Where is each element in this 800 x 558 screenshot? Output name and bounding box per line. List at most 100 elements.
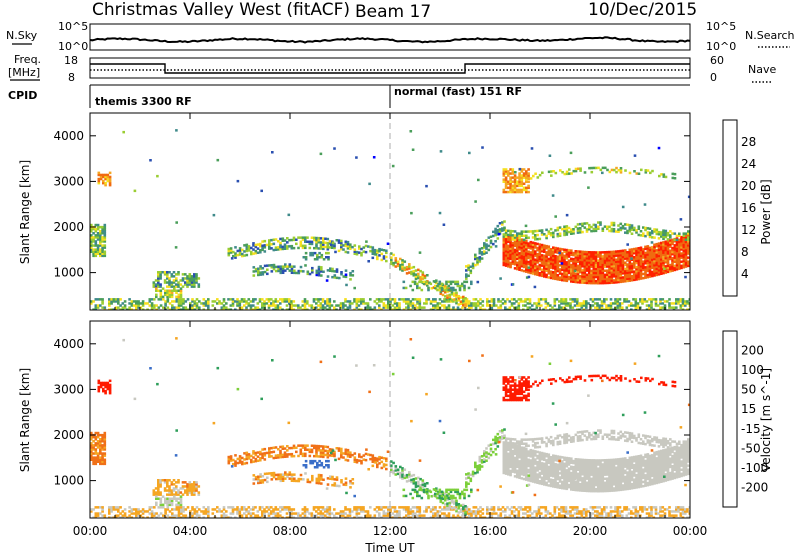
power-cell	[649, 232, 652, 235]
power-cell	[507, 170, 510, 173]
power-cell	[434, 298, 437, 301]
power-cell	[557, 233, 560, 236]
power-cell	[554, 247, 557, 250]
power-cell	[318, 266, 321, 269]
power-cell	[549, 155, 552, 158]
velocity-cell	[95, 512, 98, 515]
power-cell	[581, 251, 584, 254]
velocity-cell	[195, 481, 198, 484]
power-cell	[169, 302, 172, 305]
power-cell	[169, 290, 172, 293]
power-cell	[477, 179, 480, 182]
power-cell	[534, 242, 537, 245]
velocity-cell	[596, 510, 599, 513]
velocity-cell	[302, 444, 305, 447]
velocity-cell	[177, 489, 180, 492]
velocity-cell	[95, 448, 98, 451]
power-cell	[682, 298, 685, 301]
power-cell	[313, 298, 316, 301]
velocity-cell	[243, 462, 246, 465]
velocity-cell	[293, 473, 296, 476]
power-cell	[457, 306, 460, 309]
velocity-cell	[358, 453, 361, 456]
power-cell	[476, 257, 479, 260]
power-cell	[490, 246, 493, 249]
power-cell	[257, 243, 260, 246]
power-cell	[322, 271, 325, 274]
power-cell	[293, 247, 296, 250]
power-cell	[307, 271, 310, 274]
power-cell	[577, 223, 580, 226]
power-cell	[340, 271, 343, 274]
power-cell	[626, 263, 629, 266]
velocity-cell	[340, 510, 343, 513]
velocity-cell	[443, 506, 446, 509]
velocity-cell	[365, 459, 368, 462]
power-cell	[595, 251, 598, 254]
power-cell	[684, 276, 687, 279]
power-cell	[149, 298, 152, 301]
power-cell	[280, 265, 283, 268]
velocity-cell	[540, 512, 543, 515]
power-cell	[521, 269, 524, 272]
power-cell	[205, 300, 208, 303]
power-cell	[340, 302, 343, 305]
power-cell	[613, 222, 616, 225]
velocity-cell	[124, 508, 127, 511]
power-cell	[572, 258, 575, 261]
power-cell	[315, 237, 318, 240]
power-cell	[317, 298, 320, 301]
velocity-cell	[168, 479, 171, 482]
velocity-cell	[291, 473, 294, 476]
velocity-cell	[385, 506, 388, 509]
velocity-cell	[167, 506, 170, 509]
power-cell	[583, 300, 586, 303]
power-cell	[521, 230, 524, 233]
power-cell	[304, 298, 307, 301]
velocity-cell	[297, 444, 300, 447]
velocity-cell	[252, 460, 255, 463]
power-cell	[634, 154, 637, 157]
power-cell	[557, 227, 560, 230]
power-cell	[613, 228, 616, 231]
power-cell	[320, 153, 323, 156]
power-cell	[175, 290, 178, 293]
power-cell	[663, 268, 666, 271]
power-cell	[568, 172, 571, 175]
velocity-cell	[257, 476, 260, 479]
velocity-cell	[324, 454, 327, 457]
power-cell	[425, 185, 428, 188]
velocity-cell	[307, 479, 310, 482]
power-cell	[655, 298, 658, 301]
velocity-cell	[102, 388, 105, 391]
power-cell	[539, 238, 542, 241]
power-cell	[245, 300, 248, 303]
velocity-cell	[270, 455, 273, 458]
velocity-cell	[356, 459, 359, 462]
velocity-cell	[313, 506, 316, 509]
power-cell	[482, 304, 485, 307]
power-cell	[551, 306, 554, 309]
power-cell	[502, 298, 505, 301]
power-cell	[153, 281, 156, 284]
velocity-cell	[423, 514, 426, 517]
power-cell	[574, 304, 577, 307]
power-cell	[149, 304, 152, 307]
power-cell	[675, 306, 678, 309]
power-cell	[331, 304, 334, 307]
velocity-cell	[302, 478, 305, 481]
velocity-cell	[122, 510, 125, 513]
velocity-cell	[257, 460, 260, 463]
power-cell	[454, 289, 457, 292]
power-cell	[557, 274, 560, 277]
power-cell	[587, 302, 590, 305]
power-cell	[198, 277, 201, 280]
power-cell	[95, 224, 98, 227]
velocity-cell	[349, 508, 352, 511]
velocity-cell	[560, 506, 563, 509]
velocity-cell	[610, 506, 613, 509]
velocity-cell	[98, 380, 101, 383]
velocity-cell	[295, 451, 298, 454]
power-cell	[401, 259, 404, 262]
velocity-cell	[149, 512, 152, 515]
